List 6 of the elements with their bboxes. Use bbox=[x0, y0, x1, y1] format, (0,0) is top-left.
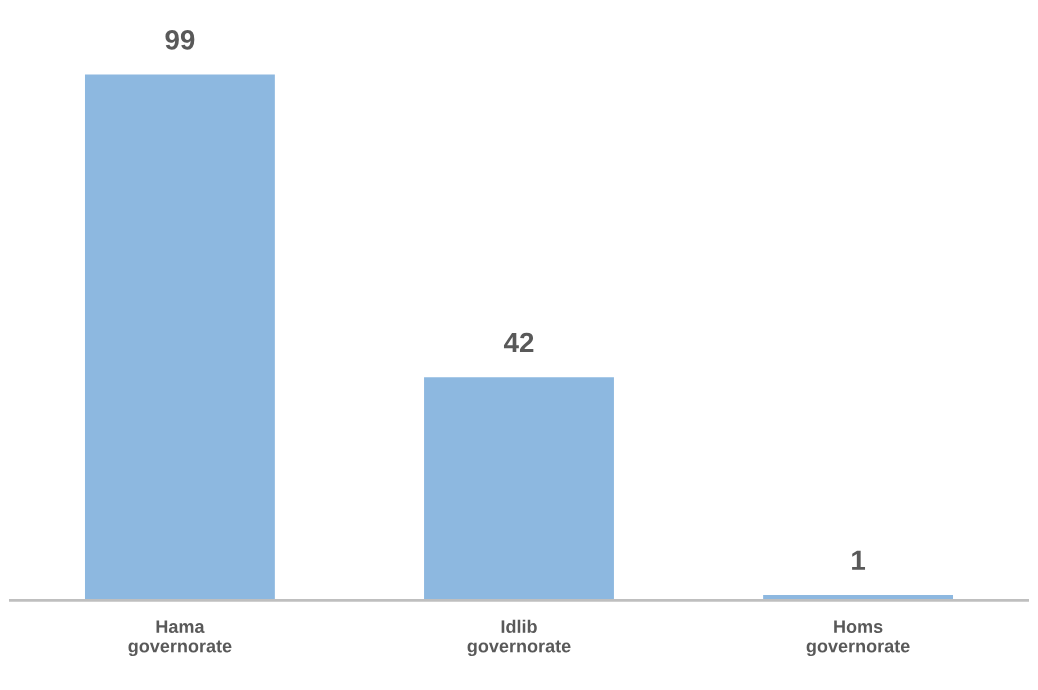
x-tick-label: Hama governorate bbox=[128, 620, 232, 657]
x-tick-label: Homs governorate bbox=[806, 620, 910, 657]
data-label: 42 bbox=[503, 332, 534, 353]
data-label: 99 bbox=[165, 29, 195, 50]
data-label: 1 bbox=[852, 550, 866, 570]
x-tick-label: Idlib governorate bbox=[467, 619, 571, 657]
